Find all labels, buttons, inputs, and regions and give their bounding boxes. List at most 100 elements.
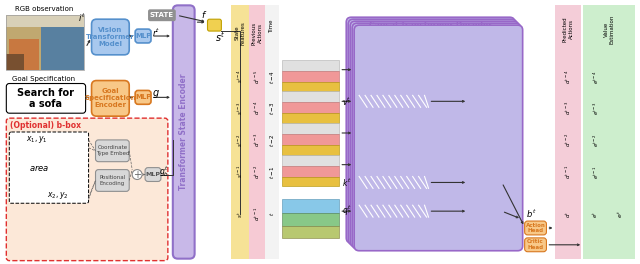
- Text: $e^t$: $e^t$: [591, 210, 600, 218]
- FancyBboxPatch shape: [348, 19, 516, 245]
- Text: $d^t$: $d^t$: [564, 210, 573, 218]
- Bar: [282, 113, 339, 123]
- Bar: [359, 165, 429, 172]
- Text: $d^{t-4}$: $d^{t-4}$: [564, 69, 573, 84]
- Text: Previous
Actions: Previous Actions: [252, 21, 262, 45]
- Text: $k^t$: $k^t$: [342, 176, 351, 189]
- Text: MLP: MLP: [135, 94, 151, 100]
- Text: $g_b^t$: $g_b^t$: [159, 164, 169, 179]
- Text: Vision
Transformer
Model: Vision Transformer Model: [86, 27, 134, 47]
- Bar: [282, 82, 339, 91]
- Text: $s^{t-1}$: $s^{t-1}$: [236, 165, 245, 178]
- FancyBboxPatch shape: [346, 17, 515, 243]
- Text: State
Features: State Features: [235, 21, 246, 45]
- Bar: [231, 5, 249, 259]
- FancyBboxPatch shape: [6, 118, 168, 261]
- Text: $d^{t-3}$: $d^{t-3}$: [252, 133, 262, 147]
- FancyBboxPatch shape: [207, 19, 221, 31]
- Text: $t$: $t$: [268, 212, 276, 216]
- Bar: [6, 27, 41, 70]
- Text: $e^{t-2}$: $e^{t-2}$: [591, 133, 601, 147]
- Text: $e^{t-3}$: $e^{t-3}$: [591, 101, 601, 115]
- Text: Nx: Nx: [500, 230, 510, 239]
- FancyBboxPatch shape: [148, 9, 176, 21]
- Text: $q^t$: $q^t$: [342, 204, 351, 218]
- Text: Search for
a sofa: Search for a sofa: [17, 88, 74, 109]
- Text: $f$: $f$: [200, 9, 207, 20]
- Bar: [359, 177, 429, 188]
- Bar: [6, 54, 24, 70]
- Bar: [359, 205, 429, 217]
- Text: (Optional) b-box: (Optional) b-box: [10, 121, 81, 130]
- Bar: [282, 177, 339, 186]
- Text: $s^t$: $s^t$: [236, 211, 244, 218]
- Bar: [282, 155, 339, 166]
- Text: Critic
Head: Critic Head: [527, 239, 544, 250]
- Text: $d^{t-1}$: $d^{t-1}$: [252, 207, 262, 221]
- FancyBboxPatch shape: [468, 34, 502, 232]
- Bar: [282, 102, 339, 113]
- Bar: [282, 91, 339, 102]
- Text: RGB observation: RGB observation: [15, 6, 73, 12]
- FancyBboxPatch shape: [135, 29, 151, 43]
- Text: Transformer State Encoder: Transformer State Encoder: [179, 74, 188, 190]
- FancyBboxPatch shape: [10, 132, 88, 203]
- Text: Goal
Specification
Encoder: Goal Specification Encoder: [84, 88, 136, 108]
- Text: Positional
Encoding: Positional Encoding: [99, 175, 125, 186]
- Text: Coordinate
Type Embed: Coordinate Type Embed: [95, 145, 129, 156]
- Text: $g$: $g$: [152, 88, 160, 100]
- FancyBboxPatch shape: [350, 21, 518, 247]
- FancyBboxPatch shape: [352, 23, 521, 249]
- Text: $x_1, y_1$: $x_1, y_1$: [26, 134, 48, 145]
- Bar: [10, 39, 39, 70]
- Bar: [282, 134, 339, 145]
- FancyBboxPatch shape: [95, 140, 129, 162]
- Text: $d^{t-1}$: $d^{t-1}$: [564, 164, 573, 179]
- Text: $x_2, y_2$: $x_2, y_2$: [47, 190, 68, 201]
- Text: $i^t$: $i^t$: [77, 12, 85, 24]
- Bar: [359, 147, 429, 154]
- Bar: [359, 156, 429, 163]
- Text: $d^{t-2}$: $d^{t-2}$: [564, 133, 573, 147]
- Bar: [359, 48, 429, 55]
- Text: MLP: MLP: [135, 33, 151, 39]
- Text: Value cache: Value cache: [370, 38, 412, 44]
- Text: Causal Transformer Decoder: Causal Transformer Decoder: [369, 21, 492, 30]
- Text: Predicted
Actions: Predicted Actions: [563, 16, 573, 42]
- FancyBboxPatch shape: [6, 83, 86, 113]
- FancyBboxPatch shape: [95, 169, 129, 191]
- FancyBboxPatch shape: [92, 81, 129, 116]
- FancyBboxPatch shape: [525, 221, 547, 235]
- Text: +: +: [133, 169, 141, 180]
- Bar: [6, 15, 84, 70]
- Text: $d^{t-5}$: $d^{t-5}$: [252, 69, 262, 84]
- Text: Attention Layer: Attention Layer: [482, 102, 488, 164]
- Text: Action
Head: Action Head: [525, 223, 545, 233]
- Text: $e^{t-4}$: $e^{t-4}$: [591, 69, 601, 84]
- Text: $d^{t-3}$: $d^{t-3}$: [564, 101, 573, 115]
- Bar: [282, 213, 339, 226]
- Bar: [583, 5, 635, 259]
- Bar: [556, 5, 581, 259]
- Text: $s^t$: $s^t$: [215, 30, 226, 44]
- Bar: [282, 145, 339, 155]
- Text: $t-4$: $t-4$: [268, 69, 276, 84]
- Bar: [282, 123, 339, 134]
- Text: $s^{t-3}$: $s^{t-3}$: [236, 102, 245, 115]
- Text: Goal Specification: Goal Specification: [12, 76, 76, 82]
- Bar: [282, 166, 339, 177]
- Text: $t-2$: $t-2$: [268, 133, 276, 147]
- Text: $v^t$: $v^t$: [342, 95, 351, 107]
- Text: $area$: $area$: [29, 163, 49, 173]
- FancyBboxPatch shape: [145, 168, 161, 181]
- FancyBboxPatch shape: [92, 19, 129, 55]
- Circle shape: [132, 169, 142, 180]
- Text: $e^t$: $e^t$: [616, 210, 625, 218]
- Text: Time: Time: [269, 19, 275, 33]
- Text: MLP: MLP: [145, 172, 161, 177]
- Bar: [359, 75, 429, 82]
- Text: $b^t$: $b^t$: [525, 208, 536, 220]
- Bar: [282, 60, 339, 71]
- Text: Key cache: Key cache: [373, 119, 408, 125]
- Bar: [359, 138, 429, 145]
